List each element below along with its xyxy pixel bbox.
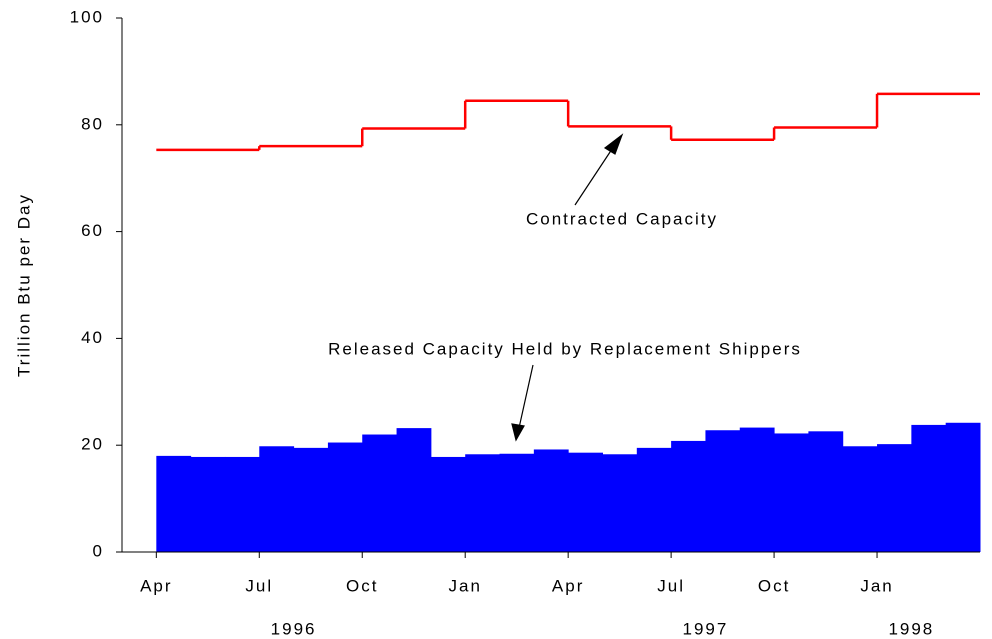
area-step	[671, 440, 706, 552]
area-step	[224, 456, 260, 552]
area-step	[156, 455, 192, 552]
x-tick-label: Jul	[657, 576, 685, 595]
y-tick-label: 60	[81, 221, 104, 240]
area-step	[568, 452, 603, 552]
area-step	[842, 446, 878, 552]
annotation: Released Capacity Held by Replacement Sh…	[328, 339, 802, 358]
area-step	[465, 454, 501, 552]
x-tick-label: Apr	[140, 576, 172, 595]
y-tick-label: 40	[81, 328, 104, 347]
area-step	[602, 454, 638, 552]
area-step	[293, 447, 329, 552]
y-tick-label: 0	[93, 541, 104, 560]
area-step	[327, 442, 363, 552]
x-tick-label: Jan	[448, 576, 481, 595]
y-tick-label: 100	[70, 7, 104, 26]
year-label: 1998	[888, 619, 934, 638]
x-tick-label: Oct	[346, 576, 378, 595]
area-step	[396, 428, 432, 552]
area-step	[911, 424, 947, 552]
annotation-arrows	[511, 133, 624, 442]
area-step	[774, 433, 809, 552]
x-tick-label: Jul	[245, 576, 273, 595]
x-tick-label: Apr	[552, 576, 584, 595]
arrow	[574, 142, 617, 206]
area-step	[259, 446, 295, 552]
arrow	[518, 364, 534, 429]
y-tick-label: 20	[81, 435, 104, 454]
x-tick-label: Jan	[860, 576, 893, 595]
area-step	[533, 449, 569, 552]
arrowhead	[603, 133, 624, 155]
area-step	[499, 453, 535, 552]
area-step	[808, 431, 844, 552]
plot: 0 20 40 60 80 100 Apr Jul Oct Jan Apr Jul Oct Jan 1996…	[70, 7, 981, 638]
area-step	[877, 444, 912, 552]
area-step	[945, 422, 981, 552]
area-step	[739, 427, 775, 552]
year-label: 1997	[683, 619, 729, 638]
annotation: Contracted Capacity	[526, 209, 718, 228]
area-step	[705, 430, 741, 552]
x-tick-label: Oct	[758, 576, 790, 595]
area-step	[190, 456, 226, 552]
year-label: 1996	[271, 619, 317, 638]
area-step	[362, 434, 398, 552]
area-step	[636, 447, 672, 552]
y-tick-label: 80	[81, 114, 104, 133]
y-axis-label: Trillion Btu per Day	[14, 193, 33, 377]
arrowhead	[511, 423, 525, 442]
area-step	[430, 456, 466, 552]
